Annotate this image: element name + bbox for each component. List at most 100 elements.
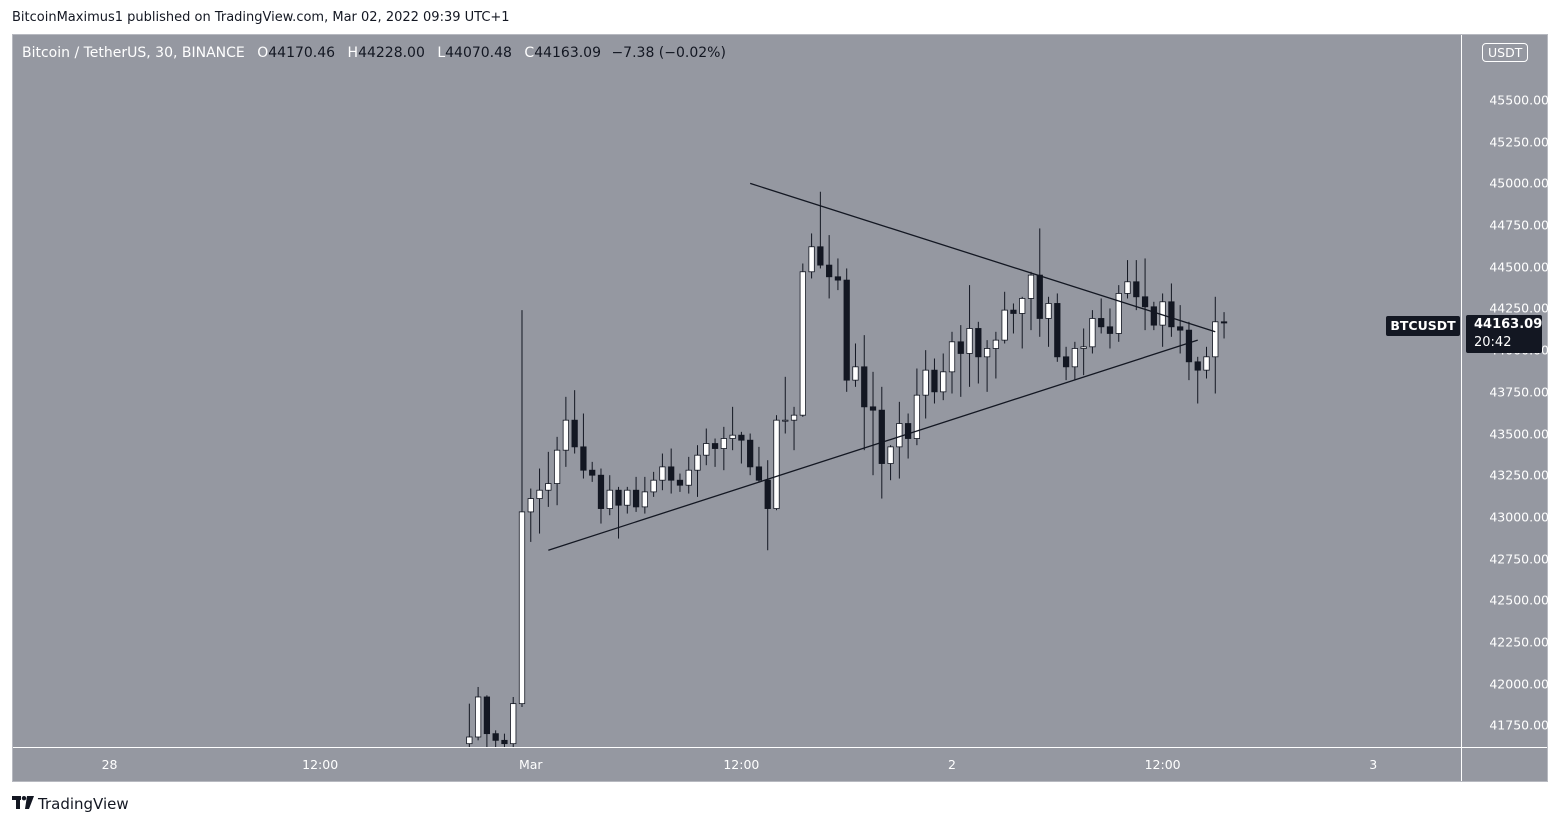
- up-candle-body: [773, 419, 780, 509]
- down-candle-body: [1098, 318, 1105, 328]
- candle: [1194, 356, 1201, 404]
- candle: [483, 695, 491, 747]
- candle: [975, 321, 982, 384]
- down-candle-body: [1168, 301, 1175, 328]
- up-candle-body: [1203, 356, 1210, 371]
- candle: [957, 325, 964, 397]
- candle: [948, 331, 956, 394]
- candle: [913, 368, 921, 446]
- candle: [1133, 260, 1140, 311]
- candle: [834, 258, 842, 291]
- time-tick-label: 12:00: [723, 757, 760, 772]
- up-candle-body: [983, 348, 991, 358]
- currency-button[interactable]: USDT: [1482, 43, 1529, 62]
- candle: [852, 343, 859, 387]
- up-candle-body: [852, 366, 859, 381]
- candle: [826, 235, 833, 299]
- down-candle-body: [668, 466, 675, 481]
- candle: [922, 350, 929, 419]
- up-candle-body: [659, 466, 666, 481]
- symbol-legend[interactable]: Bitcoin / TetherUS, 30, BINANCE O44170.4…: [22, 45, 726, 61]
- up-candle-body: [1080, 346, 1087, 349]
- candle: [597, 468, 605, 524]
- candle: [782, 376, 789, 434]
- last-price-value: 44163.09: [1474, 317, 1543, 332]
- tradingview-brand[interactable]: TradingView: [12, 795, 129, 813]
- up-candle-body: [1001, 309, 1008, 341]
- down-candle-body: [843, 279, 850, 381]
- up-candle-body: [1212, 321, 1219, 358]
- up-candle-body: [474, 696, 482, 738]
- legend-low-label: L: [437, 45, 446, 61]
- candle: [773, 415, 780, 511]
- time-tick-label: 12:00: [1144, 757, 1181, 772]
- up-candle-body: [887, 446, 894, 464]
- candle: [817, 191, 824, 269]
- candle: [1106, 308, 1114, 349]
- plot-area[interactable]: [13, 35, 1461, 747]
- candle: [527, 488, 534, 542]
- down-candle-body: [483, 696, 491, 735]
- candle: [869, 371, 877, 476]
- candle: [1001, 291, 1008, 344]
- candle: [1036, 228, 1043, 337]
- candle: [887, 445, 894, 481]
- descending-resistance-trendline[interactable]: [749, 182, 1216, 333]
- candle: [492, 730, 499, 747]
- price-tick-label: 41750.00: [1489, 717, 1549, 733]
- candle: [694, 445, 701, 497]
- candle: [606, 475, 613, 516]
- tradingview-logo-icon: [12, 795, 34, 813]
- candle: [562, 396, 569, 467]
- ascending-support-trendline[interactable]: [548, 339, 1198, 551]
- candle: [1054, 293, 1061, 362]
- candle: [992, 331, 1000, 379]
- down-candle-body: [1133, 281, 1140, 298]
- candle: [676, 473, 684, 492]
- time-tick-label: 2: [948, 757, 956, 772]
- down-candle-body: [817, 246, 824, 266]
- down-candle-body: [975, 328, 982, 358]
- price-tick-label: 42750.00: [1489, 551, 1549, 567]
- up-candle-body: [545, 483, 552, 491]
- down-candle-body: [826, 264, 833, 278]
- down-candle-body: [1177, 326, 1184, 331]
- time-axis[interactable]: [13, 747, 1461, 781]
- candle: [668, 448, 675, 494]
- axis-corner: [1461, 747, 1547, 781]
- legend-symbol: Bitcoin / TetherUS, 30, BINANCE: [22, 45, 245, 61]
- candle: [729, 406, 736, 451]
- up-candle-body: [1159, 301, 1166, 326]
- price-axis[interactable]: [1461, 35, 1547, 747]
- up-candle-body: [808, 246, 815, 273]
- published-by-line: BitcoinMaximus1 published on TradingView…: [12, 10, 510, 25]
- down-candle-body: [1150, 306, 1157, 326]
- up-candle-body: [703, 443, 710, 456]
- candle: [536, 468, 543, 534]
- down-candle-body: [738, 434, 745, 441]
- price-tick-label: 44250.00: [1489, 300, 1549, 316]
- legend-high-value: 44228.00: [358, 45, 425, 61]
- up-candle-body: [782, 419, 789, 422]
- candle: [1010, 303, 1017, 334]
- legend-close-value: 44163.09: [534, 45, 601, 61]
- up-candle-body: [966, 328, 973, 354]
- up-candle-body: [992, 339, 1000, 349]
- bar-countdown: 20:42: [1474, 335, 1512, 350]
- candle: [1168, 283, 1175, 337]
- down-candle-body: [1036, 274, 1043, 319]
- up-candle-body: [1124, 281, 1131, 294]
- down-candle-body: [580, 446, 587, 471]
- candle: [799, 263, 806, 417]
- candle: [808, 233, 815, 279]
- up-candle-body: [896, 423, 903, 448]
- up-candle-body: [650, 479, 657, 493]
- price-tick-label: 44500.00: [1489, 259, 1549, 275]
- up-candle-body: [1115, 293, 1122, 334]
- candle: [553, 436, 561, 506]
- down-candle-body: [1194, 361, 1201, 371]
- candle: [518, 310, 526, 707]
- candle: [843, 268, 850, 392]
- candle: [1089, 310, 1096, 354]
- candle: [1212, 296, 1219, 394]
